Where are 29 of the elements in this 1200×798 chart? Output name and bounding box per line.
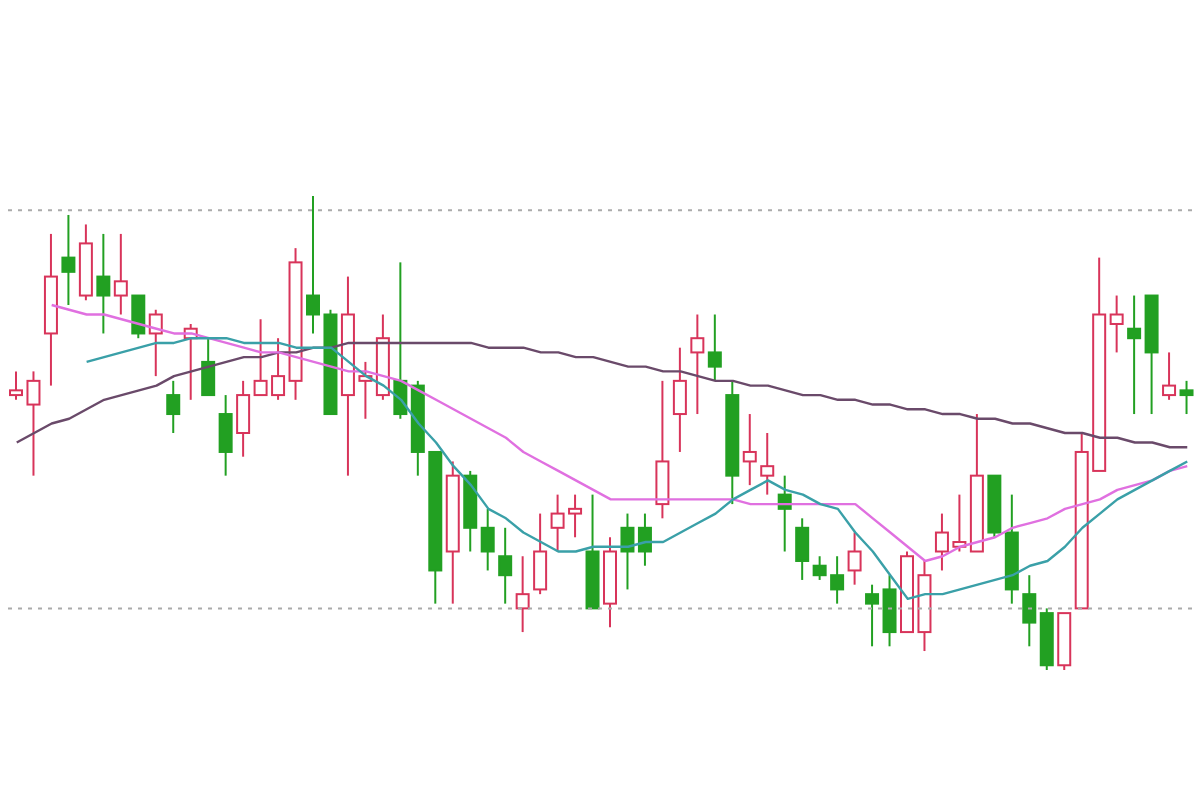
candlestick — [1162, 351, 1177, 401]
candlestick — [637, 512, 652, 567]
candlestick — [218, 394, 233, 477]
candlestick — [113, 232, 128, 316]
candlestick — [865, 583, 880, 648]
candlestick — [1109, 294, 1124, 354]
candlestick — [201, 337, 216, 397]
candlestick — [515, 555, 530, 634]
candlestick — [742, 413, 757, 487]
candlestick — [882, 574, 897, 648]
candlestick — [672, 346, 687, 453]
candlestick — [166, 379, 181, 434]
candlestick — [533, 512, 548, 596]
candlestick — [236, 379, 251, 458]
candlestick — [760, 432, 775, 496]
candlestick — [620, 512, 635, 591]
candlestick — [498, 526, 513, 605]
candlestick — [131, 294, 146, 340]
candlestick — [1179, 379, 1194, 416]
candlestick — [96, 232, 111, 335]
candlestick — [1127, 294, 1142, 416]
candlestick — [61, 213, 76, 307]
candlestick — [655, 379, 670, 520]
candlestick — [480, 507, 495, 572]
candlestick — [690, 313, 705, 416]
candlestick — [795, 517, 810, 581]
candlestick — [1022, 574, 1037, 648]
candlestick — [707, 313, 722, 382]
candlestick — [847, 531, 862, 586]
